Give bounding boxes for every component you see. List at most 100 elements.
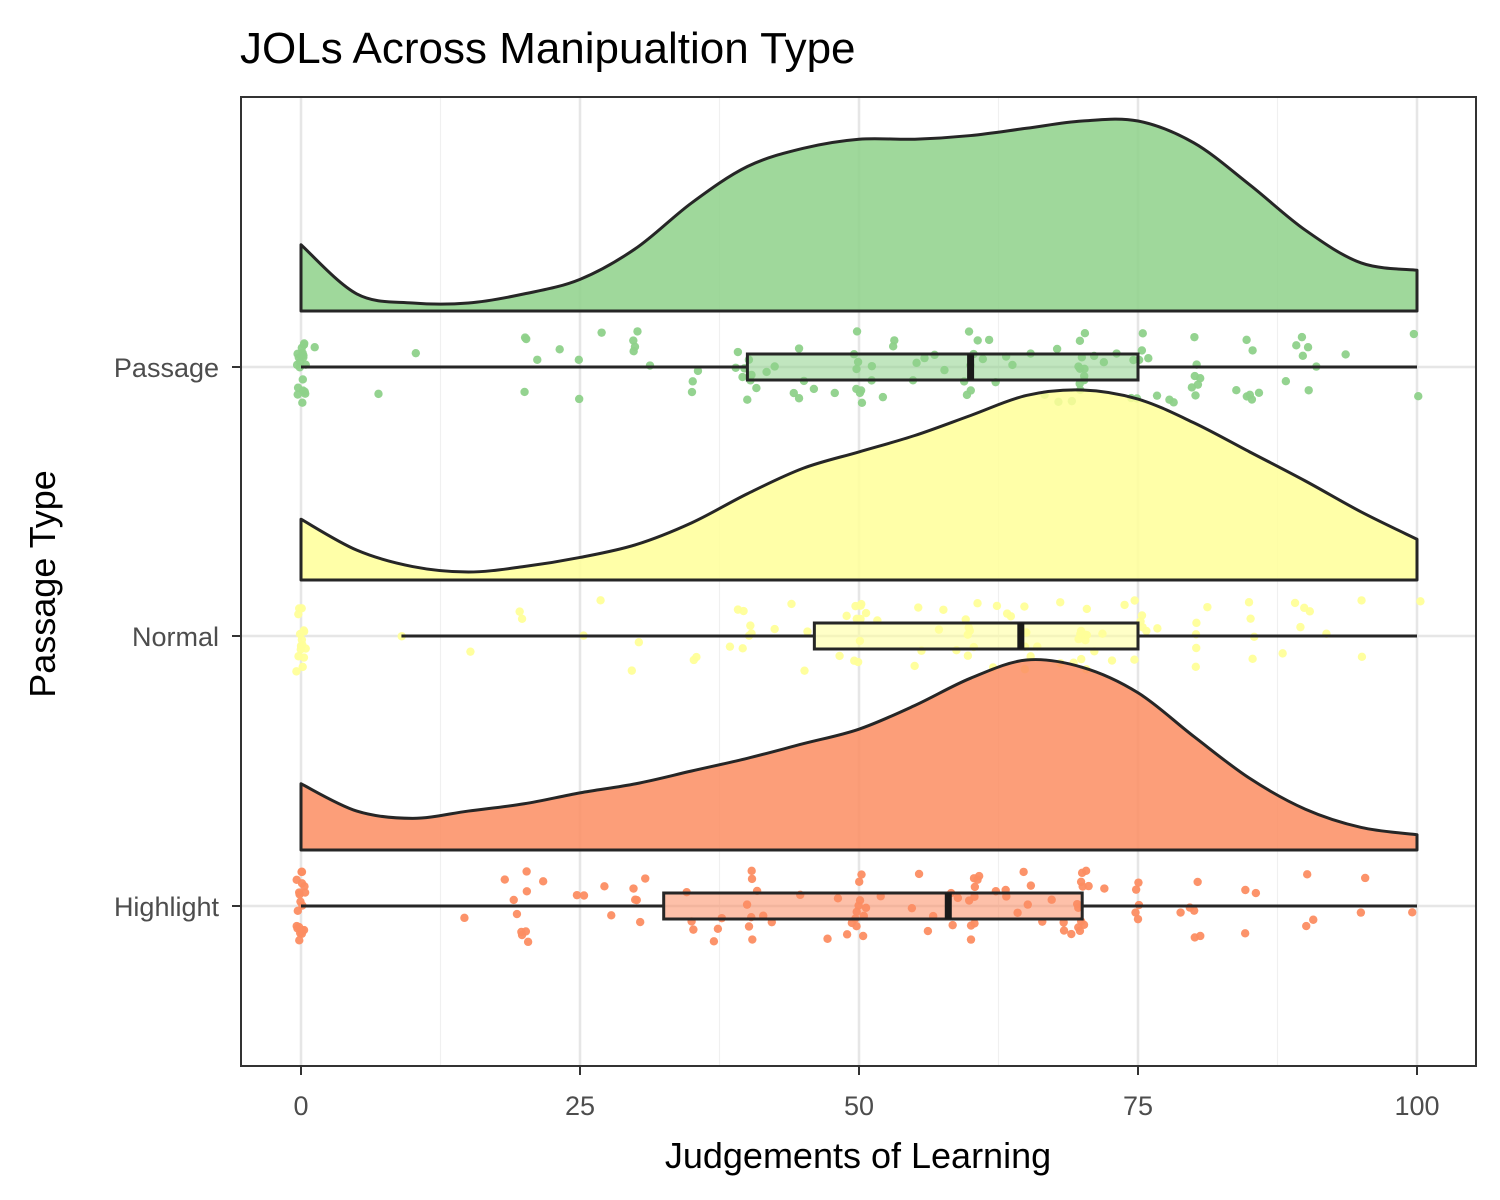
data-point — [794, 344, 804, 353]
data-point — [748, 935, 757, 944]
data-point — [641, 874, 650, 883]
data-point — [500, 875, 509, 884]
data-point — [517, 614, 527, 623]
data-point — [523, 937, 533, 947]
data-point — [298, 375, 308, 384]
data-point — [1067, 929, 1076, 939]
data-point — [579, 891, 589, 900]
data-point — [1191, 391, 1200, 400]
data-point — [572, 890, 582, 900]
data-point — [298, 398, 307, 407]
data-point — [830, 388, 839, 398]
data-point — [301, 389, 310, 398]
x-tick-label: 100 — [1394, 1091, 1439, 1121]
data-point — [293, 906, 302, 916]
data-point — [1191, 662, 1200, 671]
data-point — [1076, 877, 1086, 886]
data-point — [973, 875, 982, 884]
data-point — [522, 867, 531, 876]
data-point — [1137, 611, 1147, 620]
data-point — [293, 383, 303, 392]
data-point — [693, 366, 703, 376]
data-point — [858, 931, 868, 941]
data-point — [1056, 598, 1065, 607]
data-point — [1414, 392, 1423, 401]
data-point — [1242, 335, 1251, 345]
data-point — [292, 667, 301, 676]
data-point — [687, 387, 697, 397]
data-point — [574, 394, 584, 404]
data-point — [1298, 351, 1308, 361]
data-point — [520, 387, 529, 397]
data-point — [857, 398, 867, 408]
data-point — [744, 922, 754, 931]
data-point — [1059, 926, 1069, 935]
data-point — [1302, 870, 1312, 879]
data-point — [607, 911, 616, 920]
data-point — [574, 355, 584, 365]
data-point — [809, 384, 819, 394]
data-point — [1304, 386, 1313, 395]
data-point — [295, 629, 305, 639]
data-point — [1248, 346, 1257, 355]
data-point — [538, 877, 548, 886]
data-point — [522, 887, 532, 896]
data-point — [1052, 344, 1062, 354]
data-point — [914, 603, 923, 612]
data-point — [1408, 908, 1417, 917]
data-point — [689, 925, 698, 934]
data-point — [852, 922, 861, 931]
series-normal — [292, 388, 1425, 676]
data-point — [520, 333, 530, 342]
data-point — [973, 336, 982, 345]
series-passage — [292, 117, 1423, 408]
data-point — [794, 394, 804, 403]
data-point — [1309, 915, 1318, 924]
y-axis-title: Passage Type — [22, 470, 63, 698]
data-point — [533, 355, 542, 364]
data-point — [597, 328, 606, 337]
data-point — [1357, 652, 1367, 662]
data-point — [964, 327, 974, 336]
box-iqr — [662, 891, 1084, 921]
data-point — [1133, 914, 1143, 924]
plot-area: 0 25 50 75 100 Passage Normal Highlight — [114, 96, 1477, 1121]
data-point — [743, 395, 752, 404]
data-point — [1020, 602, 1029, 611]
data-point — [787, 599, 796, 609]
data-point — [1131, 885, 1141, 894]
data-point — [1341, 350, 1350, 359]
data-point — [1254, 388, 1264, 397]
data-point — [835, 651, 844, 661]
data-point — [1130, 596, 1139, 605]
data-point — [747, 874, 757, 884]
data-point — [1026, 881, 1036, 890]
data-point — [1192, 643, 1201, 653]
data-point — [888, 342, 898, 351]
data-point — [466, 647, 475, 656]
chart-title: JOLs Across Manipualtion Type — [240, 24, 856, 73]
data-point — [509, 895, 518, 905]
data-point — [1244, 598, 1254, 607]
data-point — [963, 651, 973, 660]
data-point — [984, 335, 994, 345]
data-point — [1193, 380, 1203, 389]
data-point — [842, 930, 852, 939]
x-tick-label: 50 — [844, 1091, 874, 1121]
data-point — [789, 388, 798, 398]
data-point — [293, 924, 302, 933]
data-point — [770, 624, 779, 634]
data-point — [1075, 926, 1085, 936]
data-point — [1153, 624, 1162, 633]
data-point — [746, 621, 755, 630]
data-point — [635, 917, 645, 927]
data-point — [962, 390, 972, 400]
data-point — [1409, 329, 1419, 339]
data-point — [1077, 654, 1086, 664]
data-point — [296, 645, 305, 654]
data-point — [1297, 332, 1307, 342]
data-point — [1195, 374, 1205, 383]
y-tick-label: Normal — [132, 622, 219, 652]
data-point — [709, 937, 719, 946]
